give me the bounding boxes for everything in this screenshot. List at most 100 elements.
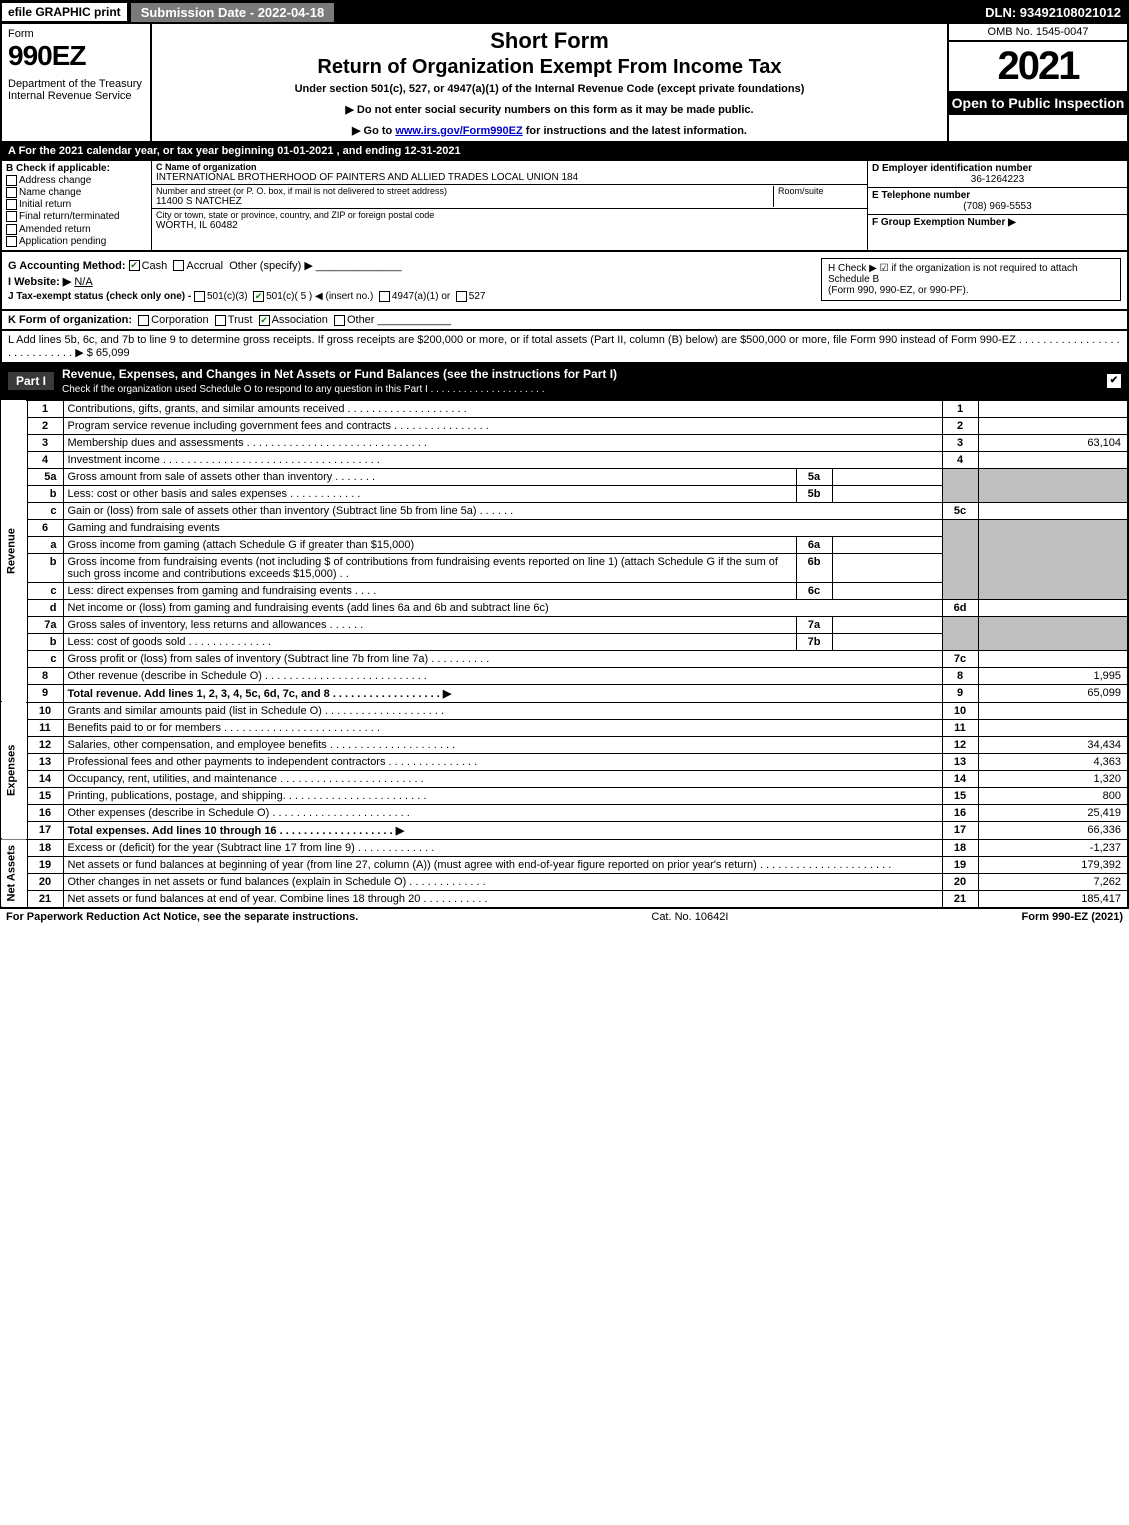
side-netassets: Net Assets <box>1 839 27 908</box>
col-c: C Name of organization INTERNATIONAL BRO… <box>152 161 867 250</box>
form-subtitle: Under section 501(c), 527, or 4947(a)(1)… <box>162 83 937 95</box>
tax-year: 2021 <box>949 42 1127 91</box>
part-i-sub: Check if the organization used Schedule … <box>62 384 544 395</box>
h-text1: H Check ▶ ☑ if the organization is not r… <box>828 263 1114 285</box>
line-4: 4Investment income . . . . . . . . . . .… <box>1 451 1128 468</box>
line-5c: cGain or (loss) from sale of assets othe… <box>1 502 1128 519</box>
g-label: G Accounting Method: <box>8 260 126 272</box>
chk-501c[interactable] <box>253 291 264 302</box>
line-6: 6Gaming and fundraising events <box>1 519 1128 536</box>
note2-pre: ▶ Go to <box>352 125 395 137</box>
chk-trust[interactable] <box>215 315 226 326</box>
chk-corp[interactable] <box>138 315 149 326</box>
submission-date: Submission Date - 2022-04-18 <box>131 3 335 22</box>
c-city-row: City or town, state or province, country… <box>152 209 867 232</box>
side-revenue: Revenue <box>1 400 27 702</box>
i-label: I Website: ▶ <box>8 276 71 288</box>
open-inspection: Open to Public Inspection <box>949 91 1127 115</box>
line-15: 15Printing, publications, postage, and s… <box>1 787 1128 804</box>
line-10: Expenses 10Grants and similar amounts pa… <box>1 702 1128 719</box>
k-label: K Form of organization: <box>8 314 132 326</box>
chk-address[interactable]: Address change <box>6 175 147 186</box>
line-13: 13Professional fees and other payments t… <box>1 753 1128 770</box>
line-3: 3Membership dues and assessments . . . .… <box>1 434 1128 451</box>
department: Department of the Treasury Internal Reve… <box>8 78 144 102</box>
header-mid: Short Form Return of Organization Exempt… <box>152 24 947 141</box>
chk-pending[interactable]: Application pending <box>6 236 147 247</box>
top-bar: efile GRAPHIC print Submission Date - 20… <box>0 0 1129 24</box>
chk-accrual[interactable] <box>173 260 184 271</box>
chk-final[interactable]: Final return/terminated <box>6 211 147 222</box>
header-right: OMB No. 1545-0047 2021 Open to Public In… <box>947 24 1127 141</box>
omb-number: OMB No. 1545-0047 <box>949 24 1127 42</box>
footer-cat: Cat. No. 10642I <box>651 911 728 923</box>
line-8: 8Other revenue (describe in Schedule O) … <box>1 667 1128 684</box>
side-expenses: Expenses <box>1 702 27 839</box>
part-i-table: Revenue 1Contributions, gifts, grants, a… <box>0 400 1129 909</box>
website: N/A <box>74 276 92 288</box>
chk-527[interactable] <box>456 291 467 302</box>
line-16: 16Other expenses (describe in Schedule O… <box>1 804 1128 821</box>
note-ssn: ▶ Do not enter social security numbers o… <box>162 103 937 116</box>
block-ghij: H Check ▶ ☑ if the organization is not r… <box>0 252 1129 311</box>
chk-name[interactable]: Name change <box>6 187 147 198</box>
chk-initial[interactable]: Initial return <box>6 199 147 210</box>
j-label: J Tax-exempt status (check only one) - <box>8 291 191 302</box>
line-1: Revenue 1Contributions, gifts, grants, a… <box>1 400 1128 417</box>
f-label: F Group Exemption Number ▶ <box>872 217 1016 228</box>
e-row: E Telephone number (708) 969-5553 <box>868 188 1127 215</box>
efile-label: efile GRAPHIC print <box>2 3 127 21</box>
chk-assoc[interactable] <box>259 315 270 326</box>
note2-post: for instructions and the latest informat… <box>523 125 747 137</box>
col-b: B Check if applicable: Address change Na… <box>2 161 152 250</box>
d-label: D Employer identification number <box>872 163 1123 174</box>
header-left: Form 990EZ Department of the Treasury In… <box>2 24 152 141</box>
form-label: Form <box>8 28 144 40</box>
line-2: 2Program service revenue including gover… <box>1 417 1128 434</box>
row-l: L Add lines 5b, 6c, and 7b to line 9 to … <box>0 331 1129 364</box>
org-city: WORTH, IL 60482 <box>156 220 863 231</box>
b-label: B Check if applicable: <box>6 163 147 174</box>
row-a: A For the 2021 calendar year, or tax yea… <box>0 143 1129 161</box>
chk-4947[interactable] <box>379 291 390 302</box>
note-link: ▶ Go to www.irs.gov/Form990EZ for instru… <box>162 124 937 137</box>
form-header: Form 990EZ Department of the Treasury In… <box>0 24 1129 143</box>
c-city-label: City or town, state or province, country… <box>156 210 863 220</box>
c-street-row: Number and street (or P. O. box, if mail… <box>152 185 867 209</box>
block-bcdef: B Check if applicable: Address change Na… <box>0 161 1129 252</box>
irs-link[interactable]: www.irs.gov/Form990EZ <box>395 125 522 137</box>
part-i-title: Revenue, Expenses, and Changes in Net As… <box>62 367 617 381</box>
col-def: D Employer identification number 36-1264… <box>867 161 1127 250</box>
phone: (708) 969-5553 <box>872 201 1123 212</box>
part-i-header: Part I Revenue, Expenses, and Changes in… <box>0 364 1129 400</box>
line-12: 12Salaries, other compensation, and empl… <box>1 736 1128 753</box>
h-box: H Check ▶ ☑ if the organization is not r… <box>821 258 1121 301</box>
room-label: Room/suite <box>778 186 863 196</box>
part-i-tag: Part I <box>8 372 54 390</box>
line-17: 17Total expenses. Add lines 10 through 1… <box>1 821 1128 839</box>
line-19: 19Net assets or fund balances at beginni… <box>1 856 1128 873</box>
line-9: 9Total revenue. Add lines 1, 2, 3, 4, 5c… <box>1 684 1128 702</box>
ein: 36-1264223 <box>872 174 1123 185</box>
h-text2: (Form 990, 990-EZ, or 990-PF). <box>828 285 1114 296</box>
line-7a: 7aGross sales of inventory, less returns… <box>1 616 1128 633</box>
part-i-checkbox[interactable]: ✔ <box>1107 374 1121 388</box>
short-form-title: Short Form <box>162 28 937 54</box>
c-name-label: C Name of organization <box>156 162 863 172</box>
line-7c: cGross profit or (loss) from sales of in… <box>1 650 1128 667</box>
chk-other[interactable] <box>334 315 345 326</box>
line-21: 21Net assets or fund balances at end of … <box>1 890 1128 908</box>
dln: DLN: 93492108021012 <box>985 5 1127 20</box>
chk-amended[interactable]: Amended return <box>6 224 147 235</box>
chk-cash[interactable] <box>129 260 140 271</box>
d-row: D Employer identification number 36-1264… <box>868 161 1127 188</box>
line-11: 11Benefits paid to or for members . . . … <box>1 719 1128 736</box>
line-20: 20Other changes in net assets or fund ba… <box>1 873 1128 890</box>
form-title: Return of Organization Exempt From Incom… <box>162 56 937 79</box>
footer-left: For Paperwork Reduction Act Notice, see … <box>6 911 358 923</box>
org-street: 11400 S NATCHEZ <box>156 196 773 207</box>
f-row: F Group Exemption Number ▶ <box>868 215 1127 230</box>
chk-501c3[interactable] <box>194 291 205 302</box>
org-name: INTERNATIONAL BROTHERHOOD OF PAINTERS AN… <box>156 172 863 183</box>
form-number: 990EZ <box>8 40 144 72</box>
